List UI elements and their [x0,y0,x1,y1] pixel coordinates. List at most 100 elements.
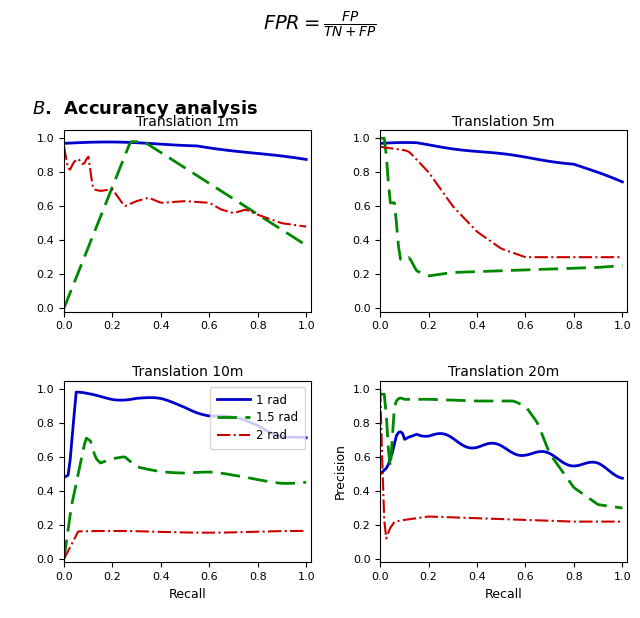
1 rad [229,413,237,421]
2 rad [612,518,620,525]
1.5 rad [543,443,551,451]
2 rad [294,527,302,535]
2 rad [444,514,451,521]
2 rad [513,516,520,523]
2 rad [302,223,310,231]
Line: 1 rad: 1 rad [64,142,306,159]
1 rad [570,161,577,168]
X-axis label: Recall: Recall [168,588,206,601]
1 rad [429,431,437,439]
Line: 2 rad: 2 rad [380,146,622,257]
2 rad [383,535,390,542]
1 rad [127,396,135,403]
2 rad [545,517,553,525]
1.5 rad [425,272,433,279]
1 rad [302,156,310,163]
1 rad [105,138,113,146]
1 rad [612,472,620,480]
Line: 1 rad: 1 rad [64,392,306,478]
1.5 rad [196,174,204,182]
Line: 1.5 rad: 1.5 rad [64,142,306,308]
1.5 rad [60,556,68,563]
1.5 rad [611,503,618,510]
1.5 rad [376,135,384,142]
Line: 1.5 rad: 1.5 rad [380,138,622,276]
Title: Translation 20m: Translation 20m [448,365,559,379]
1.5 rad [429,271,437,279]
1 rad [296,434,304,441]
1 rad [513,451,520,459]
2 rad [195,198,202,206]
1.5 rad [570,265,577,272]
1 rad [545,158,553,165]
1.5 rad [568,481,575,488]
1.5 rad [113,454,121,462]
2 rad [302,527,310,535]
Line: 1 rad: 1 rad [380,432,622,478]
2 rad [60,556,68,563]
Line: 2 rad: 2 rad [380,389,622,538]
1 rad [401,139,408,146]
1.5 rad [618,262,626,269]
2 rad [618,253,626,261]
2 rad [111,189,118,197]
Text: $FPR = \frac{FP}{TN + FP}$: $FPR = \frac{FP}{TN + FP}$ [263,10,377,40]
1 rad [376,470,384,478]
1.5 rad [296,479,304,486]
1.5 rad [376,391,384,398]
2 rad [523,253,531,261]
1.5 rad [444,269,451,277]
1 rad [612,176,620,183]
1.5 rad [428,396,435,403]
1.5 rad [302,242,310,249]
2 rad [442,192,449,200]
2 rad [227,208,235,216]
1 rad [570,462,577,470]
1 rad [113,138,121,146]
2 rad [612,253,620,261]
2 rad [111,527,118,535]
1.5 rad [111,177,118,184]
1.5 rad [83,434,90,442]
1 rad [229,147,237,154]
2 rad [60,143,68,150]
1.5 rad [125,142,133,149]
Text: $\it{B}$.  Accurancy analysis: $\it{B}$. Accurancy analysis [32,98,258,120]
2 rad [298,527,306,535]
Line: 2 rad: 2 rad [64,531,306,559]
1 rad [444,431,451,439]
1.5 rad [253,210,261,218]
Y-axis label: Precision: Precision [334,444,347,499]
1.5 rad [296,238,304,245]
1.5 rad [253,476,261,483]
1 rad [618,178,626,185]
1 rad [302,434,310,441]
1 rad [513,152,520,159]
1 rad [60,140,68,147]
1 rad [545,449,553,457]
1.5 rad [127,459,135,466]
2 rad [570,253,577,261]
1.5 rad [302,478,310,486]
Line: 1.5 rad: 1.5 rad [380,394,622,508]
2 rad [570,518,577,525]
Title: Translation 10m: Translation 10m [132,365,243,379]
1 rad [618,475,626,482]
1.5 rad [612,263,620,270]
1 rad [72,388,80,396]
Line: 2 rad: 2 rad [64,146,306,227]
1.5 rad [442,396,449,404]
2 rad [125,201,133,208]
2 rad [429,513,437,520]
2 rad [376,386,384,393]
1.5 rad [511,398,518,405]
1 rad [253,421,261,429]
X-axis label: Recall: Recall [485,588,523,601]
2 rad [125,527,133,535]
2 rad [294,222,302,229]
1 rad [113,396,121,404]
2 rad [618,518,626,525]
2 rad [376,143,384,150]
2 rad [252,210,259,218]
1.5 rad [618,504,626,512]
